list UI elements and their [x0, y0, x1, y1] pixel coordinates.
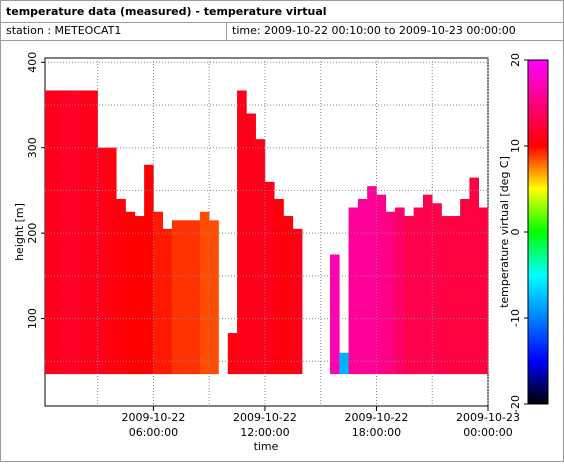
cell	[460, 198, 470, 375]
cell	[348, 207, 359, 375]
cell	[376, 194, 387, 375]
colorbar-tick-label: 0	[509, 229, 522, 236]
cell	[88, 90, 98, 375]
colorbar-tick-label: -20	[509, 395, 522, 413]
cell	[441, 216, 452, 375]
cell	[339, 352, 349, 375]
colorbar	[527, 59, 549, 405]
x-tick-label: 2009-10-22 06:00:00	[121, 411, 185, 439]
cell	[264, 181, 275, 375]
time-range: time: 2009-10-22 00:10:00 to 2009-10-23 …	[232, 24, 516, 37]
cell	[227, 333, 238, 375]
y-tick-label: 300	[26, 137, 39, 158]
x-tick-label: 2009-10-22 12:00:00	[233, 411, 297, 439]
station: station : METEOCAT1	[6, 24, 121, 37]
cell	[292, 228, 303, 375]
y-tick-label: 100	[26, 308, 39, 329]
colorbar-tick-label: -10	[509, 309, 522, 327]
cell	[413, 207, 424, 375]
cell	[237, 90, 247, 375]
cell	[255, 139, 266, 375]
cell	[125, 211, 136, 375]
cell	[97, 147, 108, 375]
cell	[51, 90, 61, 375]
x-tick-label: 2009-10-23 00:00:00	[456, 411, 520, 439]
cell	[181, 220, 191, 375]
colorbar-tick-label: 20	[509, 53, 522, 67]
cell	[422, 194, 433, 375]
colorbar-tick-label: 10	[509, 139, 522, 153]
cell	[385, 211, 396, 375]
cell	[116, 198, 126, 375]
cell	[162, 228, 173, 375]
cells	[45, 90, 489, 375]
cell	[283, 216, 294, 375]
cell	[45, 90, 52, 375]
title: temperature data (measured) - temperatur…	[6, 5, 327, 18]
y-tick-label: 400	[26, 52, 39, 73]
cell	[79, 90, 89, 375]
cell	[190, 220, 201, 375]
overlay	[45, 58, 489, 406]
cell	[69, 90, 80, 375]
cell	[274, 198, 284, 375]
y-axis-title: height [m]	[13, 203, 26, 261]
cell	[60, 90, 71, 375]
cell	[153, 211, 164, 375]
cell	[367, 186, 377, 375]
cell	[478, 207, 489, 375]
cell	[330, 254, 340, 375]
cell	[432, 203, 442, 375]
cell	[134, 216, 145, 375]
cell	[106, 147, 117, 375]
cell	[395, 207, 405, 375]
cell	[404, 216, 414, 375]
cell	[144, 164, 154, 375]
cell	[172, 220, 182, 375]
cell	[450, 216, 461, 375]
cell	[246, 113, 256, 375]
y-tick-label: 200	[26, 223, 39, 244]
colorbar-title: temperature virtual [deg C]	[498, 156, 511, 308]
x-axis-title: time	[254, 440, 279, 453]
cell	[199, 211, 210, 375]
x-tick-label: 2009-10-22 18:00:00	[345, 411, 409, 439]
cell	[209, 220, 219, 375]
cell	[357, 198, 368, 375]
